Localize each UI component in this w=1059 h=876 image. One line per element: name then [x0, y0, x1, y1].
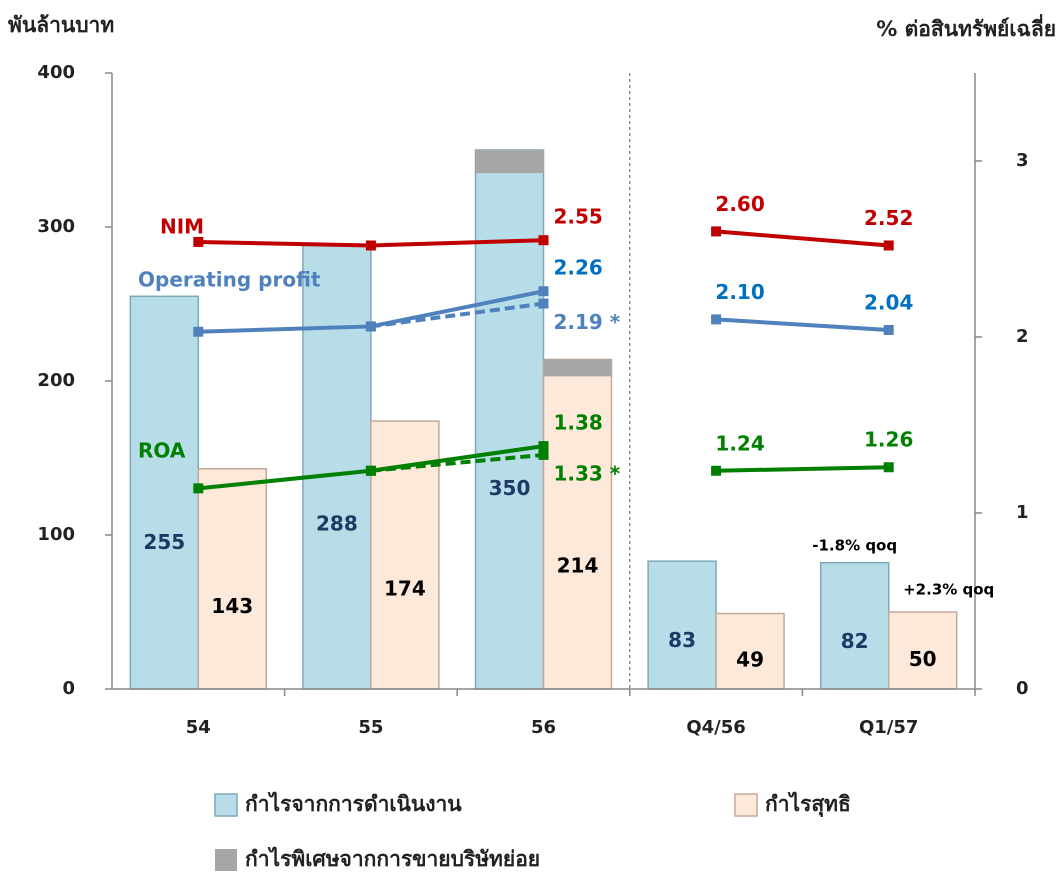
special-gain-segment — [475, 150, 544, 174]
annotation: -1.8% qoq — [812, 537, 897, 555]
line-value-label: 1.33 * — [554, 461, 621, 485]
legend-swatch — [215, 849, 237, 871]
bar — [197, 468, 268, 690]
y2-axis-label: % ต่อสินทรัพย์เฉลี่ย — [876, 13, 1056, 41]
line-value-label: 2.19 * — [554, 310, 621, 334]
line-value-label: 2.55 — [554, 205, 603, 229]
line-marker — [538, 235, 549, 246]
annotation: +2.3% qoq — [903, 581, 994, 599]
series-name-label: ROA — [138, 439, 186, 463]
x-tick-label: Q4/56 — [686, 717, 745, 738]
line-marker — [538, 286, 549, 297]
special-gain-segment — [543, 359, 612, 377]
bar — [129, 295, 200, 690]
bar-value-label: 50 — [909, 647, 937, 671]
legend-label: กำไรพิเศษจากการขายบริษัทย่อย — [245, 846, 540, 871]
line-value-label: 2.26 — [554, 256, 603, 280]
line-marker — [883, 240, 894, 251]
legend-label: กำไรจากการดำเนินงาน — [245, 791, 462, 816]
x-tick-label: 54 — [186, 717, 211, 738]
x-tick-label: 55 — [358, 717, 383, 738]
line-marker — [365, 240, 376, 251]
line-marker — [193, 236, 204, 247]
line-marker — [711, 465, 722, 476]
line-marker — [538, 298, 549, 309]
bar-value-label: 83 — [668, 628, 696, 652]
bar — [302, 244, 372, 690]
x-tick-label: Q1/57 — [859, 717, 918, 738]
legend-label: กำไรสุทธิ — [765, 791, 851, 818]
series-name-label: Operating profit — [138, 268, 321, 292]
line-value-label: 1.38 — [554, 411, 603, 435]
bar-value-label: 255 — [143, 530, 185, 554]
y-tick-label: 300 — [37, 216, 75, 237]
bar — [819, 561, 890, 690]
bar — [715, 612, 785, 690]
y2-tick-label: 3 — [1016, 150, 1029, 171]
line-marker — [711, 226, 722, 237]
y2-tick-label: 0 — [1016, 678, 1029, 699]
line-value-label: 2.52 — [864, 206, 913, 230]
y-tick-label: 200 — [37, 370, 75, 391]
bar — [542, 358, 613, 690]
line-marker — [538, 441, 549, 452]
y-tick-label: 400 — [37, 62, 75, 83]
legend-swatch — [734, 793, 758, 817]
line-value-label: 2.04 — [864, 290, 913, 314]
bar-value-label: 49 — [736, 648, 764, 672]
line-marker — [883, 462, 894, 473]
bar-value-label: 288 — [316, 511, 358, 535]
bar-value-label: 214 — [557, 554, 599, 578]
line-marker — [538, 449, 549, 460]
bar — [474, 149, 545, 690]
y-axis-label: พันล้านบาท — [8, 13, 114, 37]
bar-value-label: 82 — [841, 629, 869, 653]
y2-tick-label: 2 — [1016, 326, 1029, 347]
line-value-label: 2.60 — [715, 192, 764, 216]
y-tick-label: 0 — [62, 678, 75, 699]
line-value-label: 2.10 — [715, 280, 764, 304]
line-marker — [365, 465, 376, 476]
y2-tick-label: 1 — [1016, 502, 1029, 523]
bar-value-label: 350 — [489, 476, 531, 500]
line-marker — [193, 326, 204, 337]
bar-value-label: 174 — [384, 576, 426, 600]
x-tick-label: 56 — [531, 717, 556, 738]
line-marker — [365, 321, 376, 332]
series-name-label: NIM — [160, 215, 204, 239]
bar-value-label: 143 — [211, 594, 253, 618]
line-marker — [883, 324, 894, 335]
line-marker — [711, 314, 722, 325]
line-value-label: 1.24 — [715, 431, 764, 455]
line-marker — [193, 483, 204, 494]
line — [370, 452, 544, 473]
bar — [647, 560, 717, 690]
line-value-label: 1.26 — [864, 428, 913, 452]
bar — [887, 611, 958, 690]
legend-swatch — [214, 793, 238, 817]
y-tick-label: 100 — [37, 524, 75, 545]
